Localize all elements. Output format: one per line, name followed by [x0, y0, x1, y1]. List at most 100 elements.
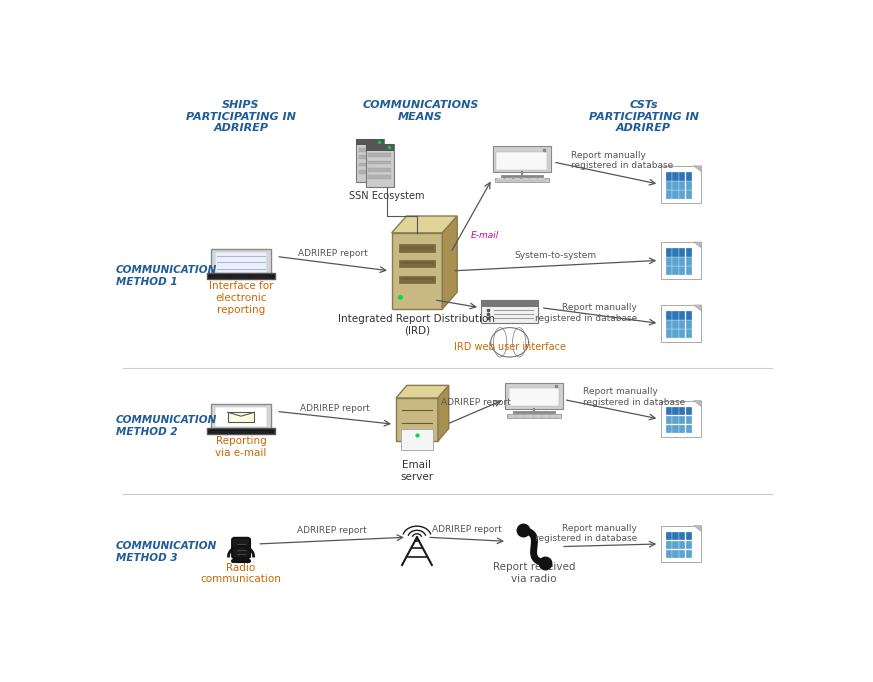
FancyBboxPatch shape: [672, 321, 678, 329]
FancyBboxPatch shape: [665, 407, 672, 415]
FancyBboxPatch shape: [686, 532, 692, 540]
FancyBboxPatch shape: [356, 139, 384, 182]
FancyBboxPatch shape: [686, 329, 692, 338]
Text: Report manually
registered in database: Report manually registered in database: [583, 387, 685, 406]
FancyBboxPatch shape: [665, 267, 672, 275]
FancyBboxPatch shape: [679, 267, 685, 275]
FancyBboxPatch shape: [672, 181, 678, 190]
FancyBboxPatch shape: [661, 166, 701, 203]
FancyBboxPatch shape: [526, 416, 533, 417]
FancyBboxPatch shape: [509, 388, 560, 406]
FancyBboxPatch shape: [679, 329, 685, 338]
Text: Reporting
via e-mail: Reporting via e-mail: [216, 436, 267, 458]
FancyBboxPatch shape: [661, 242, 701, 279]
Text: ADRIREP report: ADRIREP report: [300, 404, 370, 413]
FancyBboxPatch shape: [505, 383, 563, 409]
FancyBboxPatch shape: [665, 425, 672, 434]
FancyBboxPatch shape: [493, 147, 551, 173]
FancyBboxPatch shape: [665, 257, 672, 266]
FancyBboxPatch shape: [368, 175, 391, 179]
FancyBboxPatch shape: [686, 425, 692, 434]
FancyBboxPatch shape: [672, 541, 678, 550]
Polygon shape: [694, 242, 701, 248]
FancyBboxPatch shape: [661, 305, 701, 342]
FancyBboxPatch shape: [542, 416, 549, 417]
FancyBboxPatch shape: [686, 257, 692, 266]
FancyBboxPatch shape: [679, 321, 685, 329]
FancyBboxPatch shape: [481, 300, 539, 307]
FancyBboxPatch shape: [665, 172, 672, 181]
FancyBboxPatch shape: [679, 248, 685, 256]
FancyBboxPatch shape: [665, 321, 672, 329]
FancyBboxPatch shape: [550, 416, 557, 417]
FancyBboxPatch shape: [359, 170, 382, 174]
FancyBboxPatch shape: [665, 416, 672, 424]
FancyBboxPatch shape: [539, 179, 545, 180]
FancyBboxPatch shape: [679, 425, 685, 434]
Text: Radio
communication: Radio communication: [201, 563, 281, 584]
FancyBboxPatch shape: [686, 407, 692, 415]
FancyBboxPatch shape: [665, 329, 672, 338]
FancyBboxPatch shape: [368, 168, 391, 172]
FancyBboxPatch shape: [232, 538, 250, 558]
FancyBboxPatch shape: [534, 416, 541, 417]
FancyBboxPatch shape: [686, 550, 692, 559]
FancyBboxPatch shape: [498, 179, 504, 180]
FancyBboxPatch shape: [679, 416, 685, 424]
FancyBboxPatch shape: [506, 414, 561, 419]
Text: Email
server: Email server: [401, 460, 434, 481]
FancyBboxPatch shape: [392, 233, 443, 309]
FancyBboxPatch shape: [679, 181, 685, 190]
Polygon shape: [694, 166, 701, 172]
FancyBboxPatch shape: [672, 416, 678, 424]
Polygon shape: [438, 385, 449, 441]
FancyBboxPatch shape: [686, 172, 692, 181]
FancyBboxPatch shape: [665, 550, 672, 559]
Text: Integrated Report Distribution
(IRD): Integrated Report Distribution (IRD): [339, 314, 496, 336]
FancyBboxPatch shape: [686, 541, 692, 550]
FancyBboxPatch shape: [679, 172, 685, 181]
Text: Report manually
registered in database: Report manually registered in database: [571, 151, 673, 170]
FancyBboxPatch shape: [359, 155, 382, 159]
FancyBboxPatch shape: [211, 404, 271, 430]
FancyBboxPatch shape: [665, 532, 672, 540]
FancyBboxPatch shape: [672, 329, 678, 338]
FancyBboxPatch shape: [399, 244, 435, 252]
FancyBboxPatch shape: [679, 532, 685, 540]
Text: Report manually
registered in database: Report manually registered in database: [534, 524, 637, 543]
FancyBboxPatch shape: [513, 179, 520, 180]
FancyBboxPatch shape: [665, 541, 672, 550]
FancyBboxPatch shape: [679, 407, 685, 415]
FancyBboxPatch shape: [665, 181, 672, 190]
Text: CSTs
PARTICIPATING IN
ADRIREP: CSTs PARTICIPATING IN ADRIREP: [588, 100, 698, 134]
FancyBboxPatch shape: [679, 190, 685, 198]
FancyBboxPatch shape: [672, 190, 678, 198]
FancyBboxPatch shape: [672, 267, 678, 275]
FancyBboxPatch shape: [356, 139, 384, 145]
FancyBboxPatch shape: [366, 145, 394, 188]
FancyBboxPatch shape: [396, 398, 438, 441]
Text: ADRIREP report: ADRIREP report: [441, 398, 511, 406]
FancyBboxPatch shape: [211, 250, 271, 276]
Text: COMMUNICATION
METHOD 3: COMMUNICATION METHOD 3: [116, 541, 217, 563]
Text: IRD web user interface: IRD web user interface: [454, 342, 566, 352]
Text: COMMUNICATION
METHOD 1: COMMUNICATION METHOD 1: [116, 265, 217, 287]
FancyBboxPatch shape: [522, 179, 529, 180]
FancyBboxPatch shape: [686, 311, 692, 320]
Polygon shape: [694, 526, 701, 531]
FancyBboxPatch shape: [672, 425, 678, 434]
FancyBboxPatch shape: [665, 248, 672, 256]
FancyBboxPatch shape: [215, 407, 267, 428]
FancyBboxPatch shape: [494, 178, 549, 182]
Text: E-mail: E-mail: [471, 231, 499, 241]
Text: ADRIREP report: ADRIREP report: [299, 250, 368, 258]
FancyBboxPatch shape: [679, 257, 685, 266]
Text: ADRIREP report: ADRIREP report: [297, 527, 367, 535]
FancyBboxPatch shape: [672, 172, 678, 181]
FancyBboxPatch shape: [686, 190, 692, 198]
Text: SSN Ecosystem: SSN Ecosystem: [349, 191, 424, 201]
FancyBboxPatch shape: [399, 260, 435, 267]
FancyBboxPatch shape: [481, 300, 539, 323]
FancyBboxPatch shape: [679, 541, 685, 550]
FancyBboxPatch shape: [672, 550, 678, 559]
